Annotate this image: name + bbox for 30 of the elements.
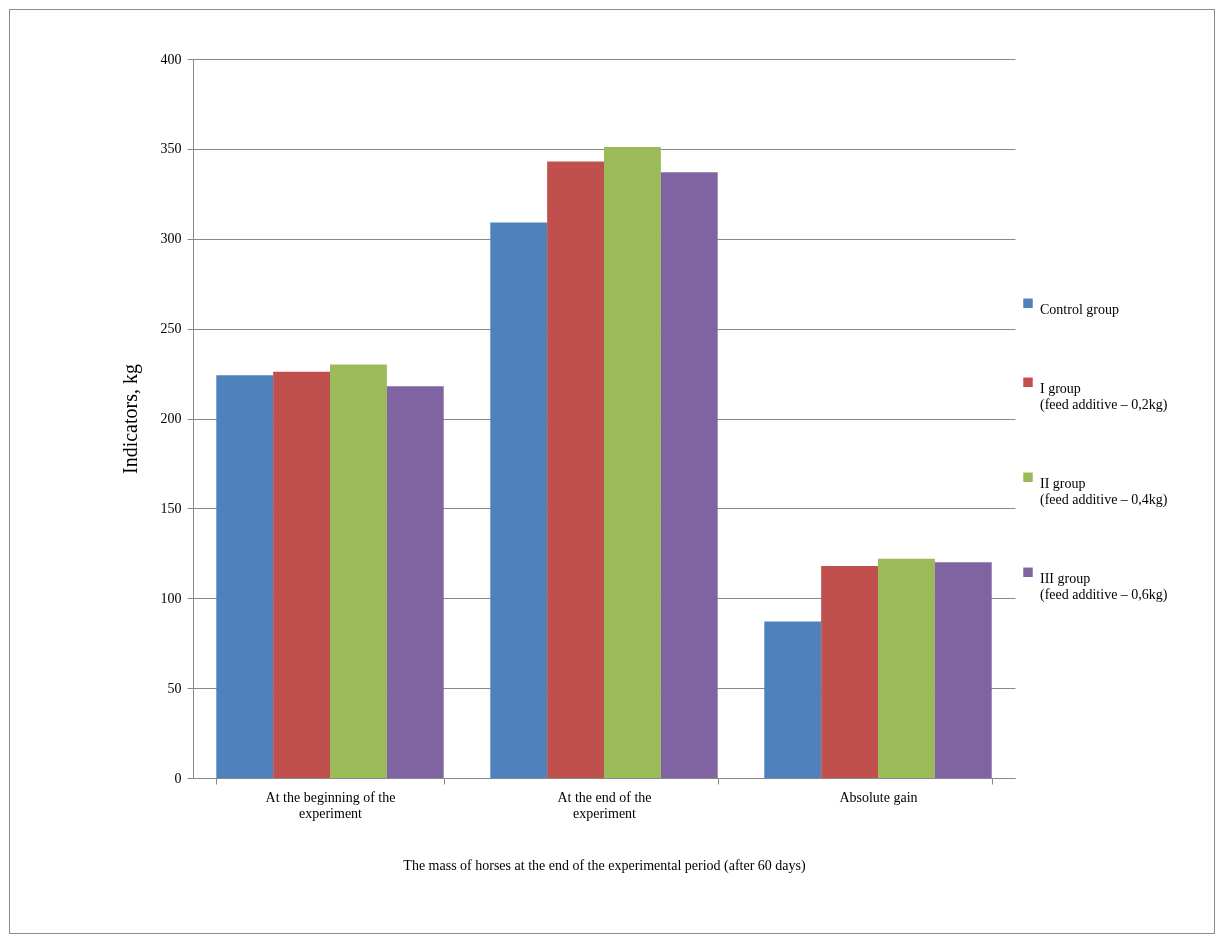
y-tick-label: 250 xyxy=(160,321,182,337)
y-tick-label: 350 xyxy=(160,141,182,157)
y-tick-label: 50 xyxy=(167,680,182,696)
legend-label: II group (feed additive – 0,4kg) xyxy=(1040,476,1168,509)
legend-label: I group (feed additive – 0,2kg) xyxy=(1040,381,1168,414)
bar xyxy=(490,222,548,778)
x-tick-label: At the end of the experiment xyxy=(557,789,652,821)
bar xyxy=(660,172,718,778)
bar xyxy=(547,161,604,778)
x-tick-label: Absolute gain xyxy=(839,789,918,805)
legend-label: III group (feed additive – 0,6kg) xyxy=(1040,571,1168,604)
y-tick-label: 0 xyxy=(174,770,182,786)
bar xyxy=(764,621,822,778)
bar xyxy=(604,147,661,778)
y-tick-label: 400 xyxy=(160,51,182,67)
y-tick-label: 100 xyxy=(160,590,182,606)
bar xyxy=(821,565,878,778)
bar xyxy=(386,386,444,778)
bar xyxy=(934,562,992,778)
bar xyxy=(878,558,935,778)
y-tick-label: 150 xyxy=(160,500,182,516)
y-axis-title: Indicators, kg xyxy=(118,364,142,474)
legend-label: Control group xyxy=(1040,302,1119,318)
bar xyxy=(273,371,330,778)
x-axis-title: The mass of horses at the end of the experimental period (after 60 days) xyxy=(403,857,807,874)
y-tick-label: 200 xyxy=(160,411,182,426)
bar xyxy=(330,364,387,778)
bar xyxy=(216,375,274,778)
x-tick-label: At the beginning of the experiment xyxy=(265,789,396,821)
y-tick-label: 300 xyxy=(160,231,182,247)
